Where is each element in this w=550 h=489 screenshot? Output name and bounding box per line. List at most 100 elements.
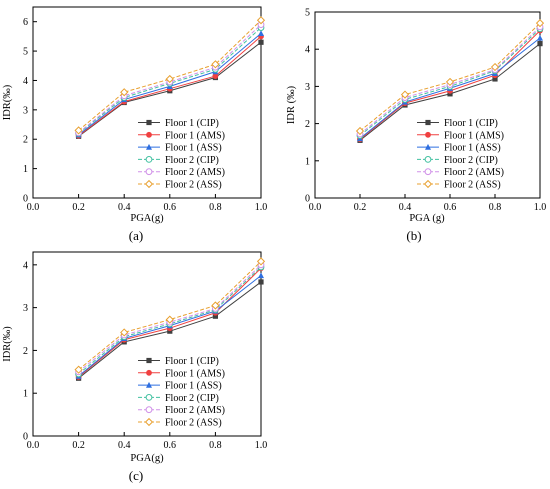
series-point [258,39,264,45]
x-tick-label: 0.2 [72,202,85,213]
series-point [400,90,410,99]
series-point [537,41,543,47]
series-point [120,88,129,97]
x-tick-label: 0.4 [118,202,131,213]
series-point [120,328,129,337]
y-tick-label: 1 [305,156,310,167]
x-tick-label: 0.6 [164,202,177,213]
legend-label: Floor 2 (AMS) [165,405,225,416]
legend-swatch-point [145,406,153,414]
y-tick-label: 0 [305,194,310,205]
y-tick-label: 0 [23,432,28,443]
x-axis-label: PGA(g) [130,453,164,464]
panel-label: (b) [406,228,421,243]
legend-label: Floor 2 (ASS) [165,180,222,191]
series-point [490,62,500,72]
y-tick-label: 2 [23,346,28,357]
series-point [212,313,218,319]
legend: Floor 1 (CIP)Floor 1 (AMS) Floor 1 (ASS) F… [417,118,504,191]
legend-label: Floor 1 (ASS) [444,143,501,154]
legend-swatch-point [145,394,153,401]
y-tick-label: 4 [23,260,28,271]
panel-label: (a) [129,228,143,243]
x-tick-label: 0.2 [354,202,367,213]
y-tick-label: 2 [23,135,28,146]
series-point [535,19,545,28]
y-axis-label: IDR (‰) [286,85,297,124]
legend-swatch-point [146,357,152,364]
legend-swatch-point [425,131,431,138]
legend-label: Floor 1 (CIP) [165,118,219,129]
series-point [355,126,365,136]
series-point [447,91,453,97]
legend-swatch-point [145,168,153,176]
legend-label: Floor 1 (AMS) [444,130,504,141]
x-axis-label: PGA (g) [409,213,445,224]
legend-label: Floor 2 (AMS) [165,167,225,178]
y-axis-label: IDR(‰) [2,84,13,120]
legend-swatch-point [425,143,431,150]
y-tick-label: 5 [305,8,310,19]
y-tick-label: 3 [305,82,310,93]
legend-swatch-point [423,179,433,189]
series-point [258,272,264,279]
series-point [74,126,83,135]
series-point [445,77,455,87]
legend-label: Floor 2 (ASS) [165,418,222,429]
y-tick-label: 6 [23,17,28,28]
legend-swatch-point [146,369,152,376]
series-6 [74,257,266,374]
y-tick-label: 5 [23,47,28,58]
legend-label: Floor 1 (CIP) [165,356,219,367]
y-tick-label: 1 [23,389,28,400]
series-line [78,266,262,375]
series-point [492,76,498,82]
plot-frame [32,251,262,437]
legend-label: Floor 2 (ASS) [444,180,501,191]
y-tick-label: 1 [23,164,28,175]
x-tick-label: 0.2 [72,440,85,451]
legend-swatch-point [145,156,153,163]
chart-panel-2: 0.0 0.2 0.4 0.6 0.8 1.0 0 1 2 3 4 5 PGA (g) IDR (‰) (b… [286,8,546,244]
series-point [258,30,264,37]
legend-swatch-point [146,131,152,138]
legend-swatch-point [144,417,154,427]
legend-label: Floor 1 (ASS) [165,381,222,392]
y-tick-label: 3 [23,303,28,314]
x-tick-label: 0.0 [27,202,40,213]
legend-label: Floor 1 (AMS) [165,368,225,379]
series-point [256,257,266,266]
y-tick-label: 0 [23,194,28,205]
x-tick-label: 0.8 [209,440,222,451]
x-tick-label: 0.0 [309,202,322,213]
legend-swatch-point [424,168,432,176]
series-line [78,24,262,134]
legend-label: Floor 2 (CIP) [165,155,219,166]
x-tick-label: 0.8 [209,202,222,213]
legend: Floor 1 (CIP)Floor 1 (AMS)Floor 1 (ASS)F… [138,118,225,191]
y-tick-label: 3 [23,105,28,116]
series-point [74,365,83,374]
plot-frame [32,6,262,199]
legend-label: Floor 1 (CIP) [444,118,498,129]
x-tick-label: 0.6 [444,202,457,213]
y-tick-label: 4 [305,45,310,56]
y-axis-label: IDR(‰) [2,326,13,362]
legend-swatch-point [146,381,152,388]
series-point [258,279,264,285]
series-point [211,301,220,310]
chart-panel-3: 0.0 0.2 0.4 0.6 0.8 1.0 0 1 2 3 4 PGA(g) IDR(‰) (c) Fl… [2,251,267,483]
series-6 [355,19,545,136]
plot-frame [314,11,541,199]
legend-swatch-point [425,119,431,126]
series-6 [74,16,266,135]
x-tick-label: 0.8 [489,202,502,213]
legend-label: Floor 1 (ASS) [165,143,222,154]
series-point [167,328,173,334]
series-point [537,34,543,41]
series-point [212,73,219,79]
x-tick-label: 1.0 [255,202,268,213]
panel-label: (c) [129,468,143,483]
legend: Floor 1 (CIP)Floor 1 (AMS) Floor 1 (ASS) F… [138,356,225,429]
